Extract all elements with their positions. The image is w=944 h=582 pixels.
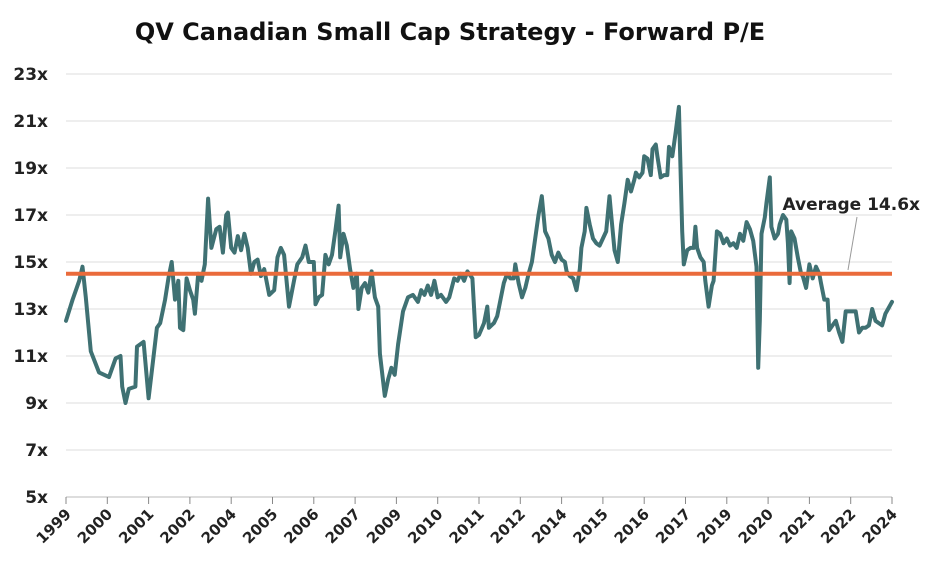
y-tick-label: 11x [13,347,48,367]
y-tick-label: 17x [13,206,48,226]
x-tick-label: 2000 [74,505,116,547]
x-tick-label: 2017 [652,505,694,547]
x-tick-label: 2021 [776,505,818,547]
series-line [64,104,894,405]
x-tick-label: 1999 [33,505,75,547]
series-layer [64,104,894,405]
y-tick-label: 9x [25,394,48,414]
x-tick-label: 2015 [569,505,611,547]
chart-title: QV Canadian Small Cap Strategy - Forward… [134,18,766,46]
annotation-leader [847,216,858,271]
average-annotation: Average 14.6x [782,195,920,215]
x-tick-label: 2006 [280,505,322,547]
y-tick-label: 23x [13,65,48,85]
x-tick-label: 2005 [239,505,281,547]
x-tick-label: 2011 [446,505,488,547]
y-tick-label: 5x [25,488,48,508]
x-tick-label: 2009 [363,505,405,547]
grid-layer [66,73,892,451]
x-tick-label: 2001 [115,505,157,547]
x-tick-label: 2014 [528,505,570,547]
x-tick-label: 2004 [198,505,240,547]
y-tick-label: 7x [25,441,48,461]
y-tick-label: 15x [13,253,48,273]
x-tick-label: 2022 [817,505,859,547]
x-tick-label: 2019 [693,505,735,547]
x-tick-label: 2020 [735,505,777,547]
x-tick-label: 2012 [487,505,529,547]
x-tick-label: 2002 [156,505,198,547]
x-tick-label: 2007 [322,505,364,547]
x-tick-label: 2016 [611,505,653,547]
y-tick-label: 21x [13,112,48,132]
annotation-layer: Average 14.6x [782,195,920,271]
x-tick-label: 2010 [404,505,446,547]
y-tick-label: 19x [13,159,48,179]
y-tick-label: 13x [13,300,48,320]
x-tick-label: 2024 [859,505,901,547]
